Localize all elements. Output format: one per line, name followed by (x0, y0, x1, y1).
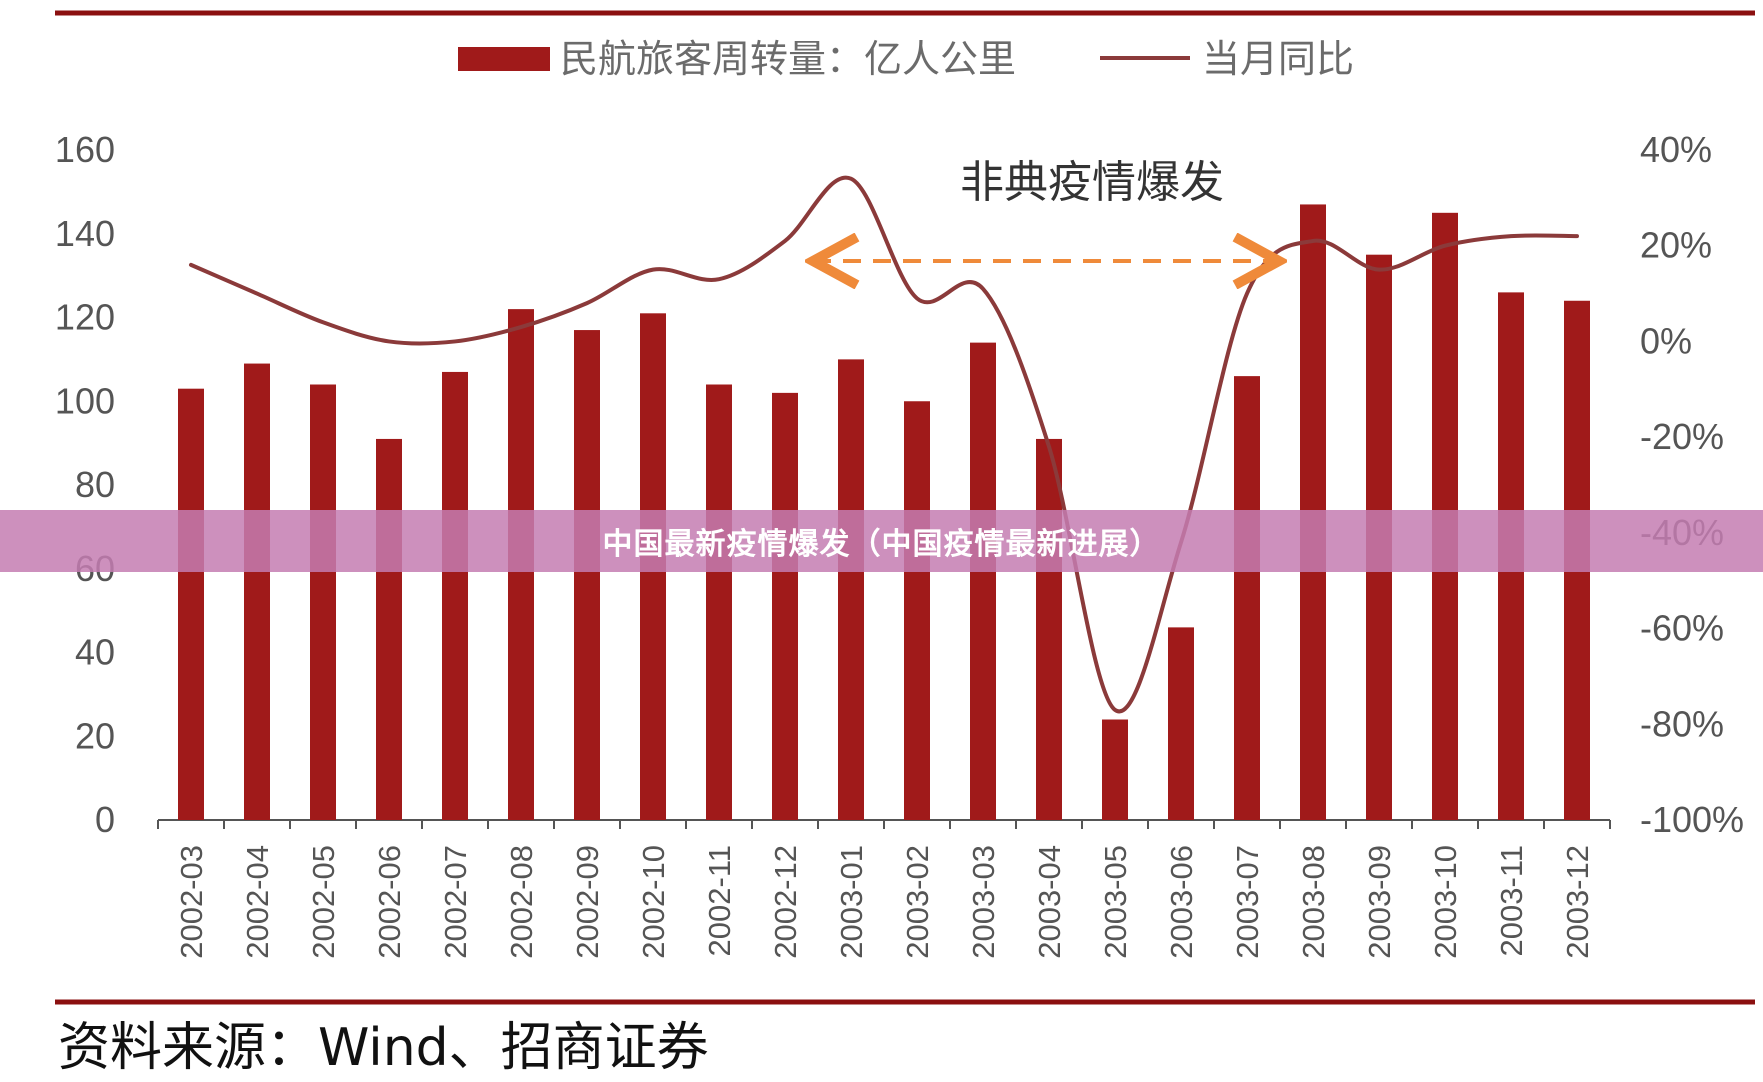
x-tick-label: 2003-04 (1032, 845, 1067, 959)
bar (706, 384, 732, 820)
source-note: 资料来源：Wind、招商证券 (58, 1018, 709, 1078)
bar (970, 342, 996, 820)
x-tick-label: 2002-06 (372, 845, 407, 959)
y-left-tick-label: 140 (55, 213, 115, 254)
x-tick-label: 2003-10 (1428, 845, 1463, 959)
y-left-tick-label: 20 (75, 715, 115, 756)
y-left-tick-label: 100 (55, 380, 115, 421)
banner-title: 中国最新疫情爆发（中国疫情最新进展） (602, 527, 1161, 562)
y-axis-left: 020406080100120140160 (55, 129, 115, 840)
x-tick-label: 2003-01 (834, 845, 869, 959)
x-tick-label: 2003-05 (1098, 845, 1133, 959)
x-tick-label: 2003-07 (1230, 845, 1265, 959)
y-left-tick-label: 40 (75, 632, 115, 673)
bar (310, 384, 336, 820)
bar (376, 438, 402, 820)
bar (838, 359, 864, 820)
y-left-tick-label: 0 (95, 799, 115, 840)
y-left-tick-label: 160 (55, 129, 115, 170)
y-right-tick-label: 40% (1640, 129, 1712, 170)
y-right-tick-label: -80% (1640, 703, 1724, 744)
yoy-line (189, 175, 1579, 714)
title-banner: 中国最新疫情爆发（中国疫情最新进展） (0, 510, 1763, 572)
bar (442, 371, 468, 820)
bar (574, 330, 600, 820)
bar (178, 388, 204, 820)
legend-line-label: 当月同比 (1202, 37, 1354, 81)
x-tick-label: 2003-09 (1362, 845, 1397, 959)
y-right-tick-label: -20% (1640, 416, 1724, 457)
bar (1168, 627, 1194, 820)
x-tick-label: 2003-08 (1296, 845, 1331, 959)
y-right-tick-label: -60% (1640, 608, 1724, 649)
legend-bar-swatch (458, 47, 550, 71)
x-tick-label: 2002-12 (768, 845, 803, 959)
x-tick-label: 2002-04 (240, 845, 275, 959)
x-tick-label: 2003-06 (1164, 845, 1199, 959)
x-axis-labels: 2002-03 2002-04 2002-05 2002-06 2002-07 2002-… (174, 845, 1595, 959)
x-tick-label: 2003-03 (966, 845, 1001, 959)
annotation-label: 非典疫情爆发 (960, 157, 1224, 208)
y-right-tick-label: 20% (1640, 225, 1712, 266)
bar (244, 363, 270, 820)
bar (1234, 376, 1260, 820)
y-right-tick-label: 0% (1640, 320, 1692, 361)
legend-bar-label: 民航旅客周转量：亿人公里 (560, 37, 1016, 81)
y-axis-right: -100%-80%-60%-40%-20%0%20%40% (1640, 129, 1744, 840)
x-tick-label: 2002-07 (438, 845, 473, 959)
x-tick-label: 2002-05 (306, 845, 341, 959)
y-left-tick-label: 120 (55, 297, 115, 338)
x-tick-label: 2003-12 (1560, 845, 1595, 959)
x-tick-label: 2003-02 (900, 845, 935, 959)
x-tick-label: 2003-11 (1494, 845, 1529, 956)
x-tick-label: 2002-09 (570, 845, 605, 959)
x-tick-label: 2002-11 (702, 845, 737, 956)
bar (904, 401, 930, 820)
bar (772, 392, 798, 820)
x-axis-ticks (157, 820, 1611, 829)
x-tick-label: 2002-03 (174, 845, 209, 959)
x-tick-label: 2002-10 (636, 845, 671, 959)
x-tick-label: 2002-08 (504, 845, 539, 959)
bar (1036, 438, 1062, 820)
bar (1102, 719, 1128, 820)
legend: 民航旅客周转量：亿人公里 当月同比 (458, 37, 1354, 81)
y-right-tick-label: -100% (1640, 799, 1744, 840)
y-left-tick-label: 80 (75, 464, 115, 505)
